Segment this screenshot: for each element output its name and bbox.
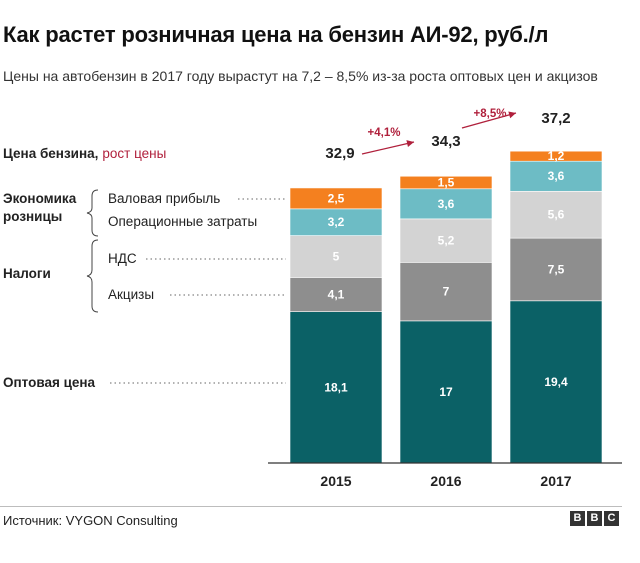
x-tick-2016: 2016 <box>430 473 461 489</box>
growth-label-1: +4,1% <box>368 127 401 139</box>
chart-title: Как растет розничная цена на бензин АИ-9… <box>3 22 549 47</box>
bar-opex-2015 <box>289 208 383 236</box>
value-label-gross_profit-2017: 1,2 <box>548 149 565 163</box>
retail-economics-label-line2: розницы <box>3 209 62 224</box>
gross-profit-label: Валовая прибыль <box>108 191 220 206</box>
value-label-wholesale-2015: 18,1 <box>324 380 348 394</box>
bar-vat-2017 <box>509 190 603 239</box>
footer-divider <box>0 506 622 507</box>
value-label-opex-2015: 3,2 <box>328 215 345 229</box>
growth-arrow-head-2 <box>508 111 516 119</box>
bar-excise-2016 <box>399 262 493 322</box>
value-label-excise-2017: 7,5 <box>548 262 565 276</box>
bar-opex-2017 <box>509 160 603 192</box>
retail-economics-label-line1: Экономика <box>3 191 77 206</box>
value-label-vat-2016: 5,2 <box>438 234 455 248</box>
bar-gross_profit-2017 <box>509 150 603 162</box>
bar-vat-2015 <box>289 235 383 278</box>
bar-wholesale-2016 <box>399 320 493 464</box>
price-legend-label: Цена бензина, рост цены <box>3 146 166 161</box>
bars-group: 18,1 4,1 5 3,2 2,5 2015 17 7 5,2 3,6 1,5 2016 19,4 7,… <box>289 108 603 489</box>
bar-gross_profit-2016 <box>399 175 493 190</box>
vat-label: НДС <box>108 251 137 266</box>
growth-label-2: +8,5% <box>474 108 507 120</box>
bar-excise-2017 <box>509 237 603 302</box>
bbc-logo-b1: B <box>570 511 585 526</box>
opex-label: Операционные затраты <box>108 214 257 229</box>
total-label-2016: 34,3 <box>431 133 460 150</box>
bbc-logo-b2: B <box>587 511 602 526</box>
bar-vat-2016 <box>399 218 493 263</box>
value-label-vat-2015: 5 <box>333 250 340 264</box>
chart-subtitle: Цены на автобензин в 2017 году вырастут … <box>3 68 598 84</box>
bbc-logo-c: C <box>604 511 619 526</box>
x-tick-2015: 2015 <box>320 473 351 489</box>
source-note: Источник: VYGON Consulting <box>3 513 178 528</box>
total-label-2015: 32,9 <box>325 145 354 162</box>
x-tick-2017: 2017 <box>540 473 571 489</box>
value-label-wholesale-2017: 19,4 <box>544 375 568 389</box>
bar-gross_profit-2015 <box>289 187 383 210</box>
tax-brace <box>86 239 99 313</box>
growth-arrow-line-1 <box>361 141 415 155</box>
total-label-2017: 37,2 <box>541 110 570 127</box>
bar-opex-2016 <box>399 188 493 220</box>
bar-wholesale-2015 <box>289 311 383 464</box>
value-label-opex-2017: 3,6 <box>548 169 565 183</box>
value-label-wholesale-2016: 17 <box>439 385 453 399</box>
value-label-gross_profit-2015: 2,5 <box>328 191 345 205</box>
growth-arrow-line-2 <box>461 112 517 129</box>
value-label-gross_profit-2016: 1,5 <box>438 176 455 190</box>
stacked-bar-chart: Цена бензина, рост цены Экономика розницы… <box>3 108 622 489</box>
value-label-excise-2015: 4,1 <box>328 288 345 302</box>
value-label-opex-2016: 3,6 <box>438 197 455 211</box>
bbc-logo: B B C <box>570 511 619 526</box>
wholesale-label: Оптовая цена <box>3 375 96 390</box>
taxes-label: Налоги <box>3 266 51 281</box>
excise-label: Акцизы <box>108 287 154 302</box>
growth-arrow-head-1 <box>406 140 414 147</box>
retail-brace <box>86 189 99 237</box>
value-label-excise-2016: 7 <box>443 285 450 299</box>
value-label-vat-2017: 5,6 <box>548 208 565 222</box>
